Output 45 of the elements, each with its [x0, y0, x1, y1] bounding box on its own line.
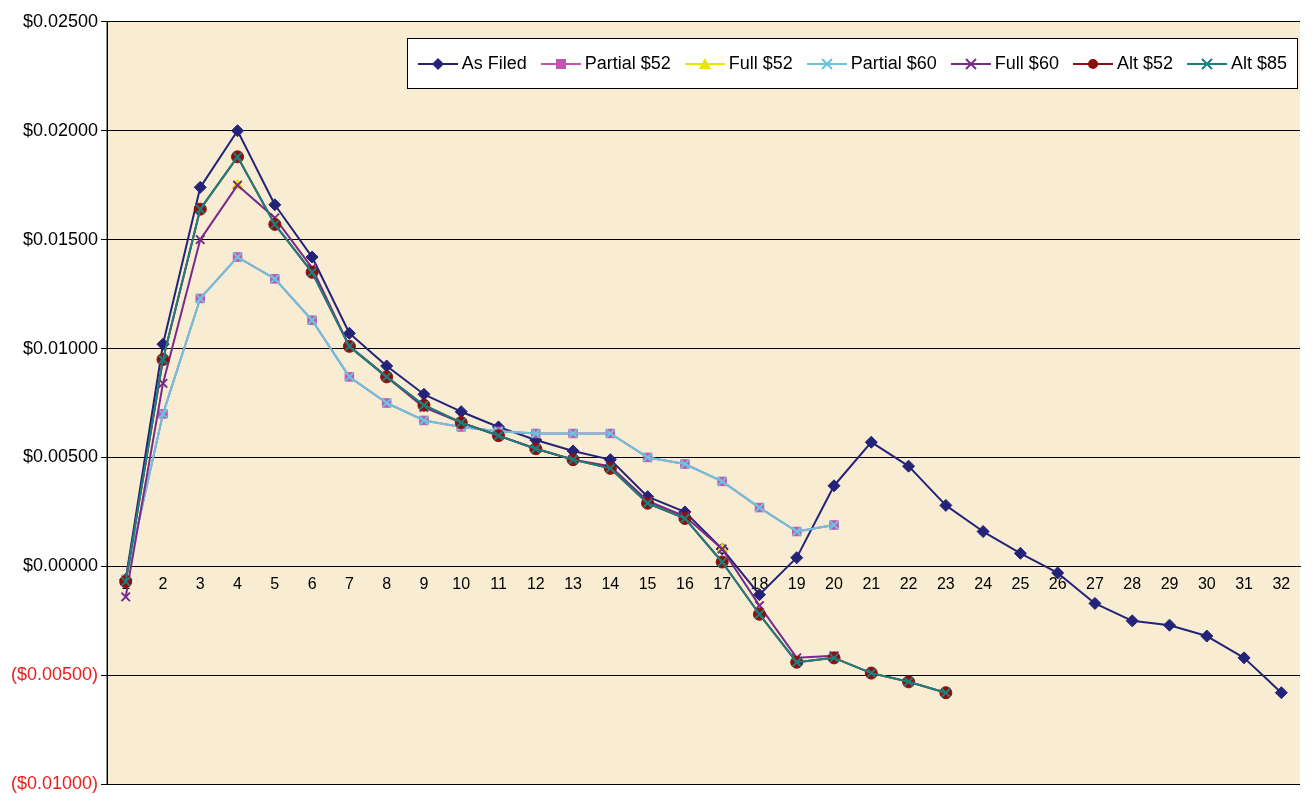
x-tick-label: 21 [862, 575, 881, 593]
x-tick-label: 32 [1272, 575, 1291, 593]
x-tick-label: 17 [713, 575, 732, 593]
y-tick-label: $0.02000 [22, 119, 99, 140]
y-tick-label: $0.01500 [22, 228, 99, 249]
legend-label: Alt $52 [1116, 53, 1173, 74]
x-tick-label: 30 [1197, 575, 1216, 593]
x-tick-label: 25 [1011, 575, 1030, 593]
legend-label: Full $60 [994, 53, 1059, 74]
x-tick-label: 3 [195, 575, 205, 593]
x-tick-label: 15 [638, 575, 657, 593]
x-tick-label: 5 [270, 575, 280, 593]
y-tick-label: $0.00500 [22, 446, 99, 467]
x-tick-label: 28 [1123, 575, 1142, 593]
x-tick-label: 31 [1235, 575, 1254, 593]
legend-label: Full $52 [728, 53, 793, 74]
y-tick-label: $0.01000 [22, 337, 99, 358]
legend-label: As Filed [461, 53, 527, 74]
y-tick-label: $0.00000 [22, 555, 99, 576]
x-tick-label: 29 [1160, 575, 1179, 593]
x-tick-label: 8 [382, 575, 392, 593]
x-tick-label: 12 [526, 575, 545, 593]
y-tick-label: $0.02500 [22, 10, 99, 31]
x-tick-label: 19 [787, 575, 806, 593]
x-tick-label: 10 [452, 575, 471, 593]
x-tick-label: 11 [490, 575, 507, 593]
x-tick-label: 14 [601, 575, 620, 593]
x-tick-label: 7 [344, 575, 354, 593]
y-tick-label: ($0.01000) [10, 773, 99, 794]
x-tick-label: 20 [825, 575, 844, 593]
legend-label: Partial $52 [584, 53, 671, 74]
x-tick-label: 16 [675, 575, 694, 593]
x-tick-label: 13 [564, 575, 583, 593]
x-tick-label: 2 [158, 575, 168, 593]
legend-label: Partial $60 [850, 53, 937, 74]
x-tick-label: 22 [899, 575, 918, 593]
x-tick-label: 4 [233, 575, 243, 593]
x-tick-label: 9 [419, 575, 429, 593]
x-tick-label: 23 [936, 575, 955, 593]
x-tick-label: 6 [307, 575, 317, 593]
legend-label: Alt $85 [1230, 53, 1287, 74]
x-tick-label: 27 [1086, 575, 1104, 593]
x-tick-label: 26 [1048, 575, 1067, 593]
y-tick-label: ($0.00500) [10, 664, 99, 685]
x-tick-label: 24 [974, 575, 993, 593]
